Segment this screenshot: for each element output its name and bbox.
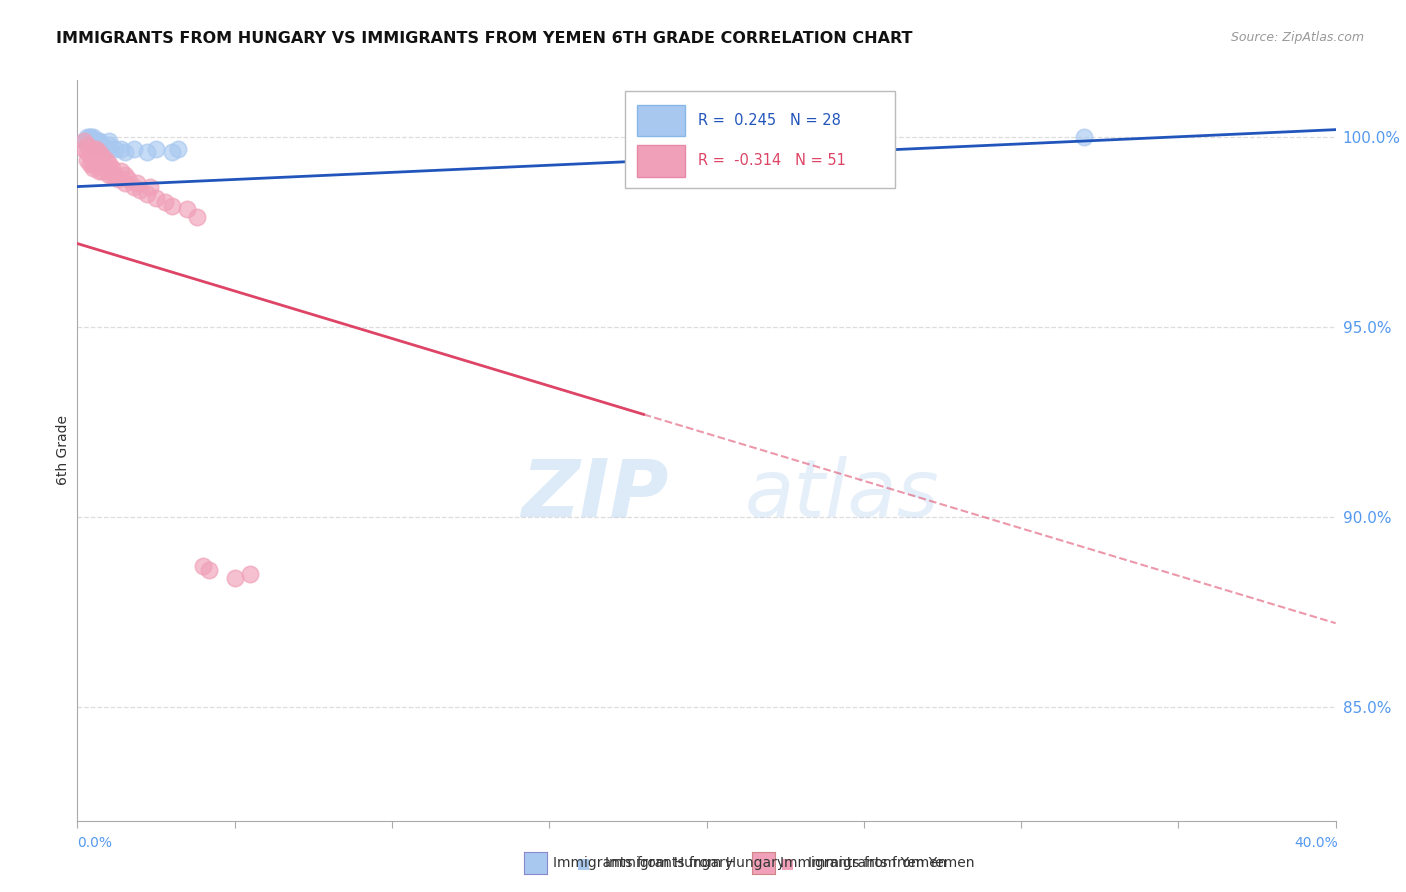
FancyBboxPatch shape bbox=[637, 145, 685, 177]
Point bbox=[72, 142, 94, 156]
Point bbox=[191, 559, 215, 574]
Point bbox=[129, 183, 152, 197]
Point bbox=[97, 157, 120, 171]
Point bbox=[79, 134, 101, 148]
Point bbox=[76, 153, 98, 167]
Point bbox=[97, 168, 120, 182]
Point bbox=[160, 198, 183, 212]
Point bbox=[160, 145, 183, 160]
Text: atlas: atlas bbox=[744, 456, 939, 534]
Point bbox=[89, 157, 111, 171]
Point bbox=[79, 142, 101, 156]
Point bbox=[145, 142, 167, 156]
Point bbox=[89, 164, 111, 178]
Text: Immigrants from Hungary: Immigrants from Hungary bbox=[553, 856, 733, 871]
Point bbox=[122, 179, 145, 194]
Point bbox=[76, 145, 98, 160]
Point bbox=[82, 153, 104, 167]
Point bbox=[82, 149, 104, 163]
FancyBboxPatch shape bbox=[624, 91, 896, 187]
Text: ▪: ▪ bbox=[576, 854, 591, 873]
Point bbox=[94, 161, 117, 175]
Point bbox=[82, 137, 104, 152]
Point bbox=[135, 187, 157, 202]
Point bbox=[76, 134, 98, 148]
Point bbox=[135, 145, 157, 160]
Text: ▪: ▪ bbox=[780, 854, 794, 873]
Point bbox=[104, 168, 127, 182]
Point bbox=[79, 157, 101, 171]
Point bbox=[82, 161, 104, 175]
Point bbox=[79, 130, 101, 145]
Point bbox=[89, 145, 111, 160]
Point bbox=[167, 142, 190, 156]
Point bbox=[82, 134, 104, 148]
Point bbox=[84, 142, 107, 156]
Point bbox=[114, 168, 136, 182]
Point bbox=[94, 153, 117, 167]
Text: IMMIGRANTS FROM HUNGARY VS IMMIGRANTS FROM YEMEN 6TH GRADE CORRELATION CHART: IMMIGRANTS FROM HUNGARY VS IMMIGRANTS FR… bbox=[56, 31, 912, 46]
Point bbox=[101, 161, 124, 175]
Text: R =  -0.314   N = 51: R = -0.314 N = 51 bbox=[697, 153, 845, 169]
Point bbox=[76, 137, 98, 152]
Point bbox=[117, 172, 139, 186]
Point bbox=[198, 563, 221, 577]
Point bbox=[79, 130, 101, 145]
Point bbox=[101, 168, 124, 182]
Point bbox=[114, 176, 136, 190]
Point bbox=[107, 172, 129, 186]
Y-axis label: 6th Grade: 6th Grade bbox=[56, 416, 70, 485]
Point bbox=[1073, 130, 1095, 145]
Point bbox=[84, 149, 107, 163]
Point bbox=[91, 137, 114, 152]
Text: ZIP: ZIP bbox=[522, 456, 669, 534]
Point bbox=[114, 145, 136, 160]
Point bbox=[239, 566, 262, 581]
Text: Immigrants from Yemen: Immigrants from Yemen bbox=[780, 856, 946, 871]
Text: Immigrants from Yemen: Immigrants from Yemen bbox=[808, 856, 974, 871]
Point bbox=[82, 134, 104, 148]
Point bbox=[104, 142, 127, 156]
Point bbox=[176, 202, 198, 217]
Text: R =  0.245   N = 28: R = 0.245 N = 28 bbox=[697, 112, 841, 128]
Point bbox=[97, 137, 120, 152]
Point bbox=[122, 142, 145, 156]
Point bbox=[72, 134, 94, 148]
Point bbox=[224, 571, 246, 585]
Point bbox=[82, 157, 104, 171]
Text: Source: ZipAtlas.com: Source: ZipAtlas.com bbox=[1230, 31, 1364, 45]
Point bbox=[110, 164, 132, 178]
Point bbox=[89, 134, 111, 148]
Point bbox=[82, 142, 104, 156]
Point bbox=[79, 149, 101, 163]
Text: Immigrants from Hungary: Immigrants from Hungary bbox=[605, 856, 785, 871]
Point bbox=[110, 142, 132, 156]
Text: 40.0%: 40.0% bbox=[1295, 836, 1339, 850]
Point bbox=[89, 134, 111, 148]
Point bbox=[76, 130, 98, 145]
Point bbox=[91, 164, 114, 178]
Point bbox=[186, 210, 208, 224]
Point bbox=[84, 137, 107, 152]
Point bbox=[72, 134, 94, 148]
Point bbox=[145, 191, 167, 205]
Point bbox=[97, 142, 120, 156]
Point bbox=[89, 153, 111, 167]
Point bbox=[84, 157, 107, 171]
Text: 0.0%: 0.0% bbox=[77, 836, 112, 850]
Point bbox=[155, 194, 177, 209]
Point bbox=[84, 134, 107, 148]
Point bbox=[97, 161, 120, 175]
Point bbox=[97, 134, 120, 148]
Point bbox=[91, 157, 114, 171]
Point bbox=[127, 176, 149, 190]
Point bbox=[91, 137, 114, 152]
Point bbox=[91, 149, 114, 163]
Point bbox=[79, 145, 101, 160]
Point bbox=[138, 179, 160, 194]
FancyBboxPatch shape bbox=[637, 104, 685, 136]
Point bbox=[82, 130, 104, 145]
